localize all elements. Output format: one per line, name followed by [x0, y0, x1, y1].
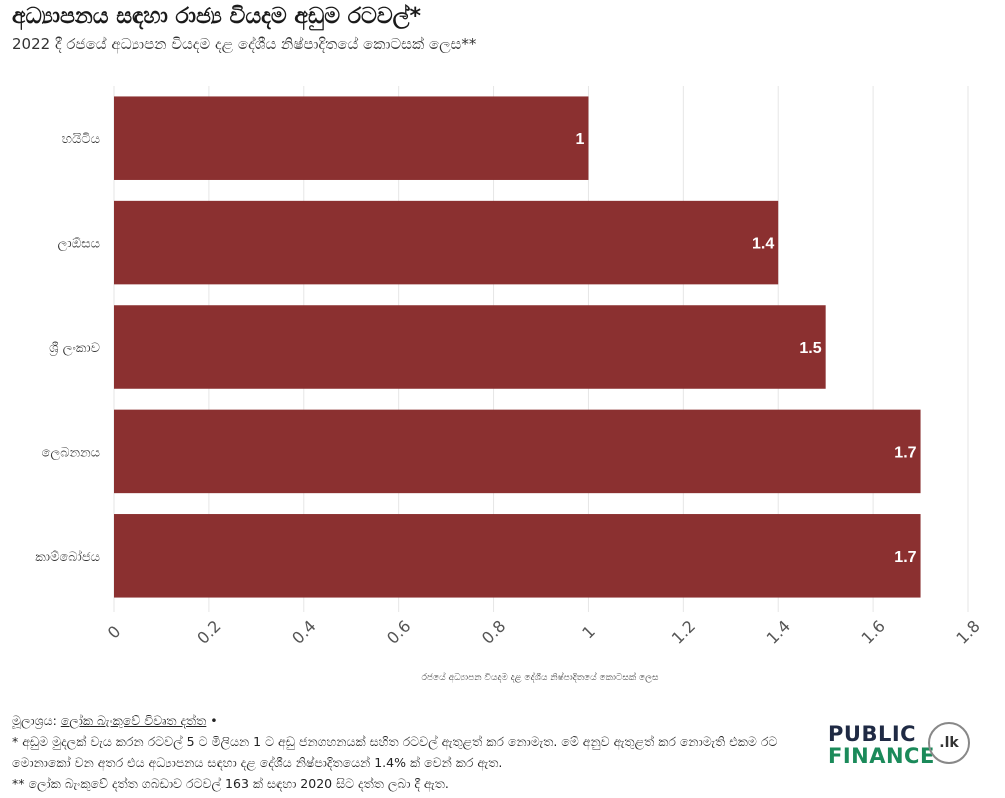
category-labels: හයිටිය ලාඕසය ශ්‍රී ලංකාව ලෙබනනය කාම්බෝජය	[35, 132, 100, 565]
x-tick-labels: 0 0.2 0.4 0.6 0.8 1 1.2 1.4 1.6 1.8	[104, 616, 984, 647]
x-tick-label: 1.8	[952, 616, 983, 647]
bars: 1 1.4 1.5 1.7 1.7	[114, 96, 921, 598]
bar	[114, 200, 779, 285]
footnote-2: ** ලෝක බැංකුවේ දත්ත ගබඩාව රටවල් 163 ක් ස…	[12, 776, 449, 791]
x-tick-label: 1.6	[858, 616, 889, 647]
x-tick-label: 0.8	[478, 616, 509, 647]
x-tick-label: 0	[104, 622, 125, 643]
category-label: ශ්‍රී ලංකාව	[49, 341, 100, 356]
x-tick-label: 1.2	[668, 616, 699, 647]
bar-value-label: 1.4	[752, 236, 774, 253]
bar	[114, 514, 921, 598]
bar	[114, 305, 826, 389]
footnote-1: * අඩුම මුදලක් වැය කරන රටවල් 5 ට මිලියන 1…	[12, 734, 778, 770]
logo-text-public: PUBLIC	[828, 722, 917, 746]
bar-value-label: 1.7	[894, 549, 916, 566]
category-label: ලෙබනනය	[41, 445, 100, 460]
footer-notes: මූලාශ්‍රය: ලෝක බැංකුවේ විවෘත දත්ත • * අඩ…	[12, 710, 812, 794]
category-label: ලාඕසය	[57, 237, 100, 252]
chart-subtitle: 2022 දී රජයේ අධ්‍යාපන වියදම දළ දේශීය නිෂ…	[12, 35, 477, 53]
bar-value-label: 1	[576, 131, 585, 148]
x-tick-label: 1	[578, 622, 599, 643]
source-prefix: මූලාශ්‍රය:	[12, 713, 61, 728]
bar	[114, 96, 589, 180]
public-finance-logo[interactable]: PUBLIC FINANCE .lk	[828, 722, 973, 772]
source-line: මූලාශ්‍රය: ලෝක බැංකුවේ විවෘත දත්ත •	[12, 710, 812, 731]
x-tick-label: 0.6	[383, 616, 414, 647]
category-label: කාම්බෝජය	[35, 549, 100, 565]
bar	[114, 409, 921, 494]
x-axis-title: රජයේ අධ්‍යාපන වියදම දළ දේශීය නිෂ්පාදිතයේ…	[422, 672, 660, 683]
x-tick-label: 0.2	[193, 616, 224, 647]
category-label: හයිටිය	[62, 132, 100, 147]
bar-chart: 1 1.4 1.5 1.7 1.7 හයිටිය ලාඕසය ශ්‍රී ලංකාව ලෙබන…	[35, 86, 984, 683]
source-link[interactable]: ලෝක බැංකුවේ විවෘත දත්ත	[60, 713, 207, 728]
bar-value-label: 1.5	[799, 340, 821, 357]
chart-title: අධ්‍යාපනය සඳහා රාජ්‍ය වියදම අඩුම රටවල්*	[12, 4, 421, 29]
logo-text-finance: FINANCE	[828, 744, 935, 768]
source-suffix: •	[206, 713, 218, 728]
x-tick-label: 0.4	[288, 616, 319, 647]
bar-value-label: 1.7	[894, 444, 916, 461]
x-tick-label: 1.4	[763, 616, 794, 647]
logo-lk-badge: .lk	[928, 722, 970, 764]
